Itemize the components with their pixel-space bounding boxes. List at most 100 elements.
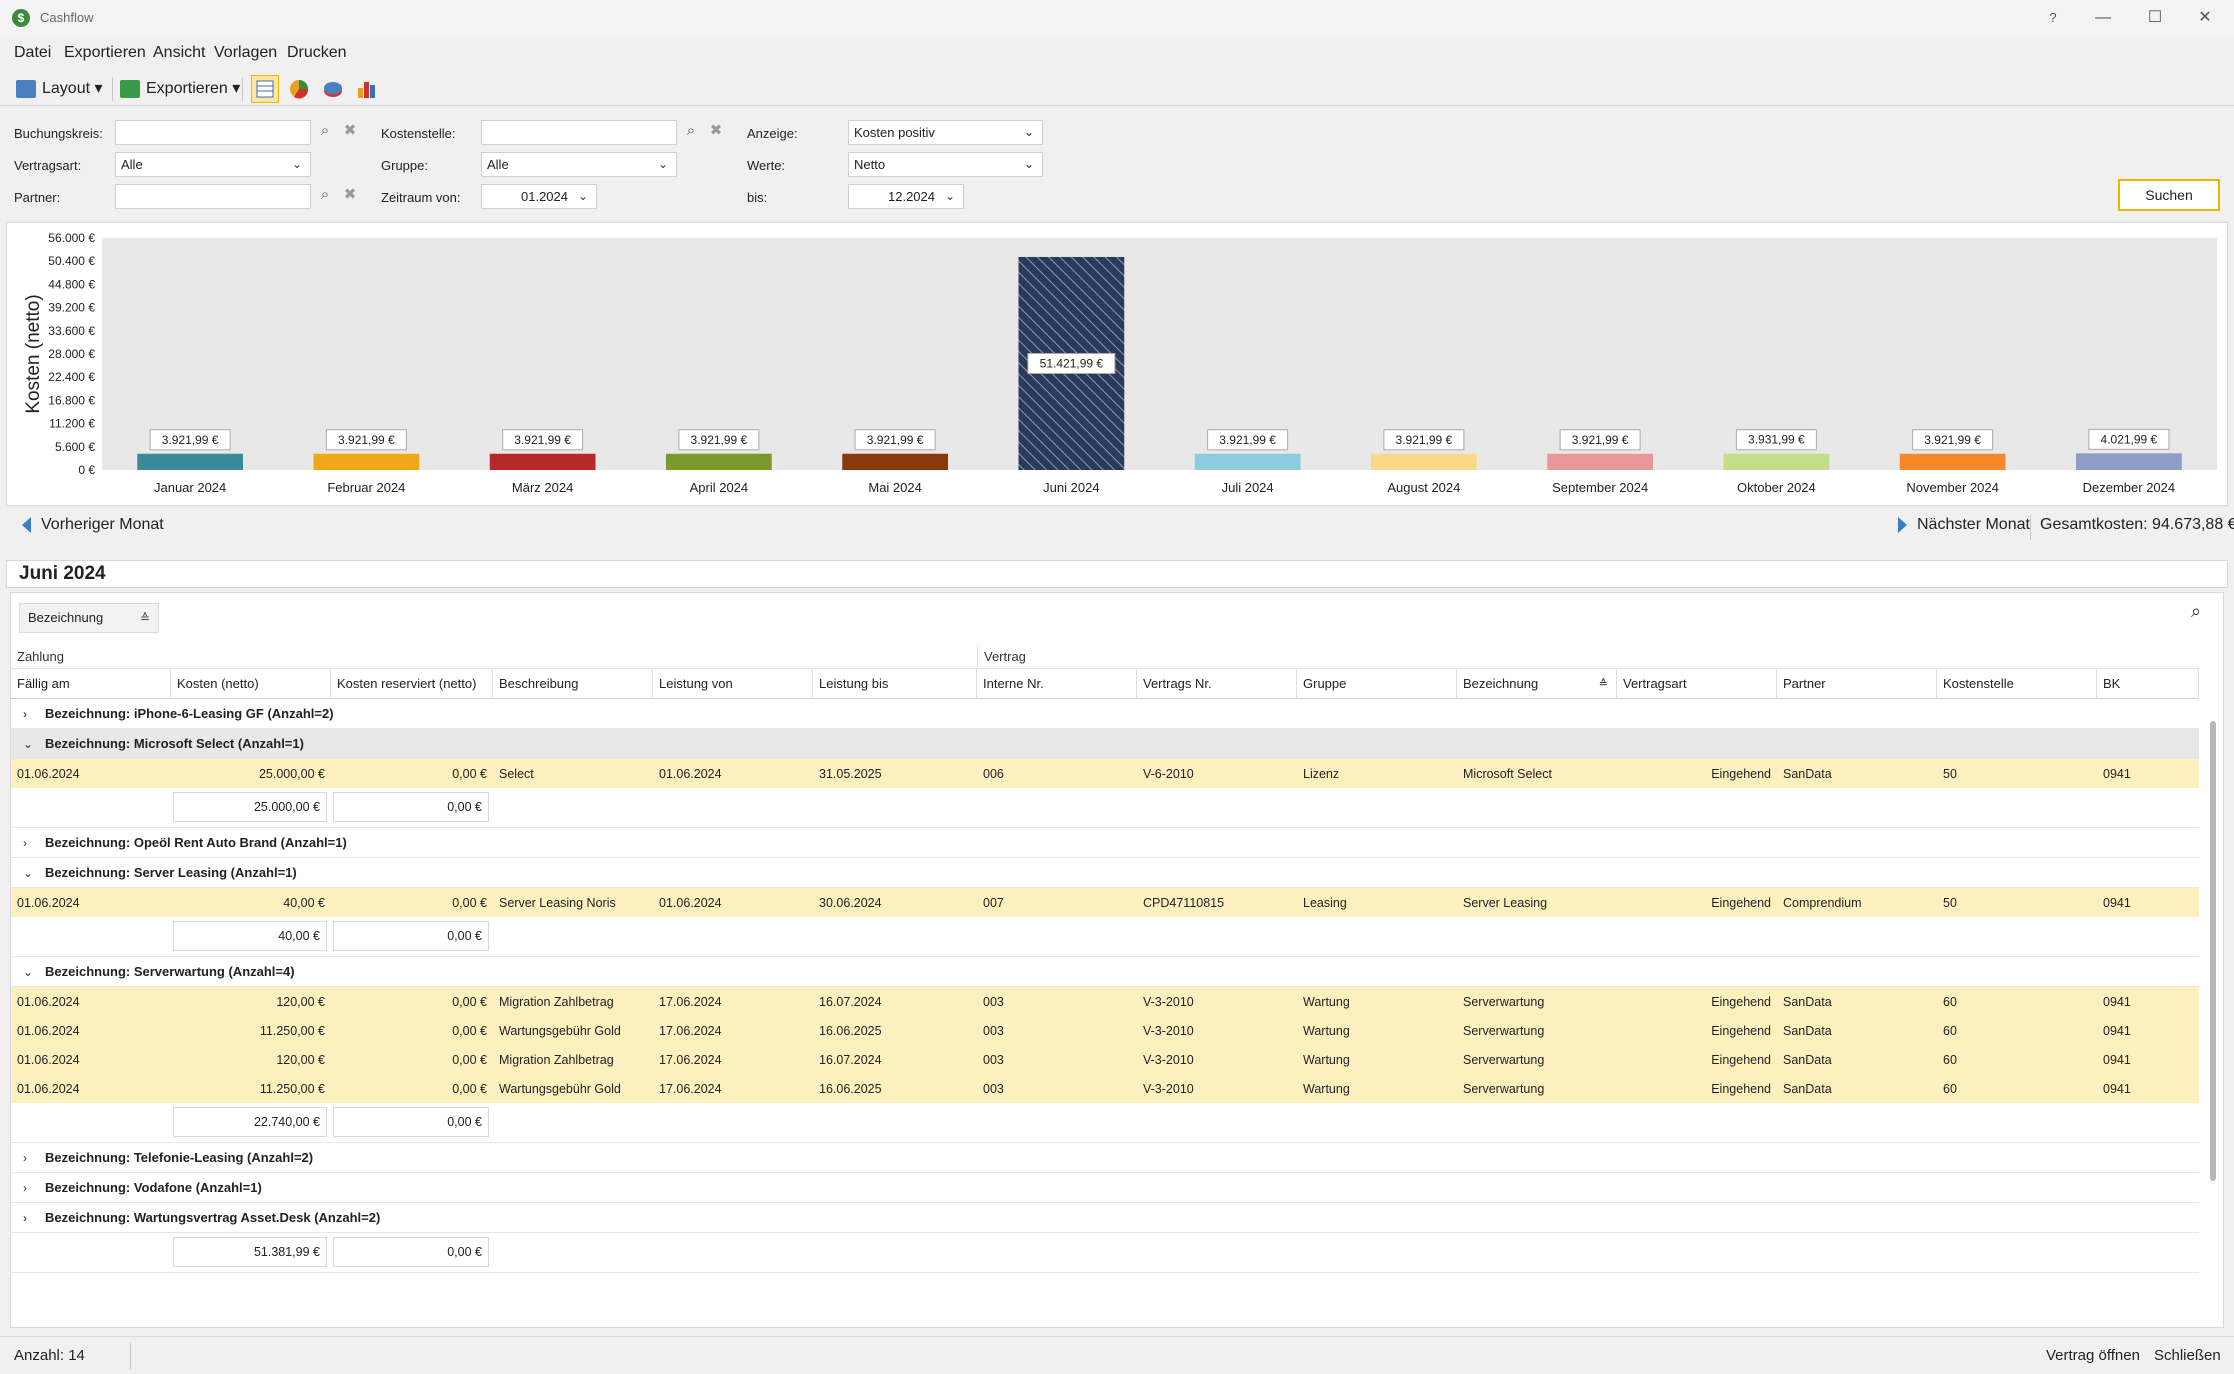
group-row[interactable]: › Bezeichnung: iPhone-6-Leasing GF (Anzah… [11, 699, 2199, 729]
export-button[interactable]: Exportieren ▾ [120, 75, 240, 103]
bar-mai-2024[interactable] [842, 453, 948, 470]
chevron-down-icon[interactable]: ⌄ [23, 737, 34, 751]
close-button[interactable]: Schließen [2154, 1347, 2221, 1364]
x-tick-label: November 2024 [1906, 480, 1999, 495]
data-label: 3.921,99 € [502, 429, 584, 451]
column-header-interne-nr[interactable]: Interne Nr. [977, 669, 1137, 699]
bar-januar-2024[interactable] [137, 453, 243, 470]
column-header-vertrags-nr[interactable]: Vertrags Nr. [1137, 669, 1297, 699]
next-month-button[interactable]: Nächster Monat [1898, 516, 2030, 534]
zeitraum-von-select[interactable]: 01.2024 ⌄ [481, 184, 597, 209]
chevron-right-icon[interactable]: › [23, 836, 27, 850]
cell: 0,00 € [452, 995, 487, 1009]
scrollbar[interactable] [2207, 699, 2219, 1323]
buchungskreis-input[interactable] [115, 120, 311, 145]
cell: 120,00 € [276, 995, 325, 1009]
chevron-right-icon[interactable]: › [23, 1151, 27, 1165]
clear-icon[interactable]: ✖ [343, 186, 357, 203]
table-row[interactable]: 01.06.2024 40,00 € 0,00 € Server Leasing No… [11, 888, 2199, 918]
column-header-leistung-von[interactable]: Leistung von [653, 669, 813, 699]
cell: 01.06.2024 [17, 1082, 80, 1096]
menu-vorlagen[interactable]: Vorlagen [214, 44, 278, 61]
close-window-button[interactable]: ✕ [2198, 9, 2212, 26]
donut-chart-icon[interactable] [319, 75, 347, 103]
column-header-partner[interactable]: Partner [1777, 669, 1937, 699]
column-header-vertragsart[interactable]: Vertragsart [1617, 669, 1777, 699]
bis-select[interactable]: 12.2024 ⌄ [848, 184, 964, 209]
column-header-bezeichnung[interactable]: Bezeichnung ≙ [1457, 669, 1617, 699]
bar-august-2024[interactable] [1371, 453, 1477, 470]
chevron-down-icon[interactable]: ⌄ [23, 866, 34, 880]
bar-februar-2024[interactable] [313, 453, 420, 470]
binoculars-icon[interactable]: ⌕ [686, 122, 696, 139]
group-by-chip[interactable]: Bezeichnung ≙ [19, 603, 159, 633]
table-row[interactable]: 01.06.2024 120,00 € 0,00 € Migration Zahlbe… [11, 1045, 2199, 1075]
column-header-kosten-netto[interactable]: Kosten (netto) [171, 669, 331, 699]
previous-month-button[interactable]: Vorheriger Monat [22, 516, 164, 534]
binoculars-icon[interactable]: ⌕ [320, 186, 330, 203]
column-header-fällig-am[interactable]: Fällig am [11, 669, 171, 699]
bar-september-2024[interactable] [1547, 453, 1653, 470]
sum-reserviert: 0,00 € [333, 1237, 489, 1267]
vertragsart-select[interactable]: Alle ⌄ [115, 152, 311, 177]
clear-icon[interactable]: ✖ [343, 122, 357, 139]
column-header-leistung-bis[interactable]: Leistung bis [813, 669, 977, 699]
column-header-kostenstelle[interactable]: Kostenstelle [1937, 669, 2097, 699]
chevron-right-icon[interactable]: › [23, 1211, 27, 1225]
search-button[interactable]: Suchen [2118, 179, 2220, 211]
clear-icon[interactable]: ✖ [709, 122, 723, 139]
partner-input[interactable] [115, 184, 311, 209]
table-row[interactable]: 01.06.2024 11.250,00 € 0,00 € Wartungsgebüh… [11, 1016, 2199, 1046]
bar-oktober-2024[interactable] [1723, 453, 1830, 470]
pie-chart-icon[interactable] [285, 75, 313, 103]
search-icon[interactable]: ⌕ [2191, 601, 2202, 621]
maximize-button[interactable]: ☐ [2147, 9, 2163, 26]
layout-button[interactable]: Layout ▾ [16, 75, 103, 103]
column-header-beschreibung[interactable]: Beschreibung [493, 669, 653, 699]
group-row[interactable]: › Bezeichnung: Telefonie-Leasing (Anzahl=… [11, 1143, 2199, 1173]
bar-april-2024[interactable] [666, 453, 772, 470]
group-row[interactable]: ⌄ Bezeichnung: Microsoft Select (Anzahl=1… [11, 729, 2199, 759]
bar-märz-2024[interactable] [489, 453, 596, 470]
group-row[interactable]: › Bezeichnung: Opeöl Rent Auto Brand (Anz… [11, 828, 2199, 858]
table-row[interactable]: 01.06.2024 11.250,00 € 0,00 € Wartungsgebüh… [11, 1074, 2199, 1104]
gruppe-value: Alle [487, 157, 509, 172]
cell: 0941 [2103, 1053, 2131, 1067]
group-row[interactable]: ⌄ Bezeichnung: Serverwartung (Anzahl=4) [11, 957, 2199, 987]
cell: 0,00 € [452, 896, 487, 910]
group-row[interactable]: › Bezeichnung: Wartungsvertrag Asset.Desk… [11, 1203, 2199, 1233]
bar-november-2024[interactable] [1899, 453, 2006, 470]
bar-chart-icon[interactable] [353, 75, 381, 103]
partner-label: Partner: [14, 190, 61, 205]
x-tick-label: September 2024 [1552, 480, 1648, 495]
group-row[interactable]: ⌄ Bezeichnung: Server Leasing (Anzahl=1) [11, 858, 2199, 888]
group-label: Bezeichnung: Server Leasing (Anzahl=1) [45, 865, 297, 880]
table-row[interactable]: 01.06.2024 25.000,00 € 0,00 € Select 01.06.2… [11, 759, 2199, 789]
chevron-right-icon[interactable]: › [23, 707, 27, 721]
table-view-icon[interactable] [251, 75, 279, 103]
scrollbar-thumb[interactable] [2210, 721, 2216, 1181]
anzeige-select[interactable]: Kosten positiv ⌄ [848, 120, 1043, 145]
chevron-right-icon[interactable]: › [23, 1181, 27, 1195]
menu-datei[interactable]: Datei [14, 44, 52, 61]
bar-juli-2024[interactable] [1194, 453, 1301, 470]
menu-ansicht[interactable]: Ansicht [153, 44, 206, 61]
minimize-button[interactable]: — [2095, 9, 2111, 26]
menu-exportieren[interactable]: Exportieren [64, 44, 146, 61]
help-icon[interactable]: ? [2049, 10, 2057, 25]
column-header-bk[interactable]: BK [2097, 669, 2199, 699]
table-row[interactable]: 01.06.2024 120,00 € 0,00 € Migration Zahlbe… [11, 987, 2199, 1017]
data-label: 3.921,99 € [1912, 429, 1994, 451]
gruppe-select[interactable]: Alle ⌄ [481, 152, 677, 177]
open-contract-button[interactable]: Vertrag öffnen [2046, 1347, 2140, 1364]
cell: 0941 [2103, 1024, 2131, 1038]
column-header-gruppe[interactable]: Gruppe [1297, 669, 1457, 699]
group-row[interactable]: › Bezeichnung: Vodafone (Anzahl=1) [11, 1173, 2199, 1203]
chevron-down-icon[interactable]: ⌄ [23, 965, 34, 979]
kostenstelle-input[interactable] [481, 120, 677, 145]
column-header-kosten-reserviert-netto[interactable]: Kosten reserviert (netto) [331, 669, 493, 699]
binoculars-icon[interactable]: ⌕ [320, 122, 330, 139]
werte-select[interactable]: Netto ⌄ [848, 152, 1043, 177]
menu-drucken[interactable]: Drucken [287, 44, 347, 61]
bar-dezember-2024[interactable] [2076, 453, 2182, 470]
